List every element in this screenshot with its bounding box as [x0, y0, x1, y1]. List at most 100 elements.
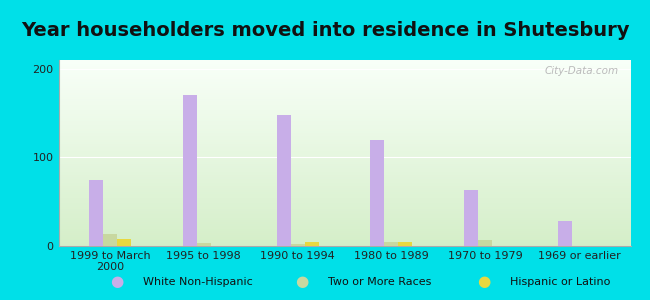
Bar: [58, 68, 630, 69]
Bar: [183, 95, 197, 246]
Bar: [58, 177, 630, 179]
Bar: [58, 166, 630, 168]
Bar: [58, 97, 630, 99]
Bar: [58, 77, 630, 79]
Bar: [58, 103, 630, 105]
Bar: [58, 231, 630, 233]
Bar: [58, 88, 630, 90]
Text: Hispanic or Latino: Hispanic or Latino: [510, 277, 610, 287]
Bar: [58, 153, 630, 155]
Bar: [58, 80, 630, 82]
Bar: [558, 221, 572, 246]
Bar: [58, 237, 630, 239]
Bar: [58, 224, 630, 226]
Bar: [58, 82, 630, 84]
Bar: [291, 244, 305, 246]
Bar: [58, 129, 630, 131]
Bar: [58, 73, 630, 75]
Bar: [58, 168, 630, 170]
Bar: [58, 142, 630, 144]
Bar: [58, 75, 630, 77]
Bar: [89, 180, 103, 246]
Bar: [464, 190, 478, 246]
Bar: [58, 71, 630, 73]
Bar: [58, 64, 630, 66]
Bar: [58, 194, 630, 196]
Bar: [58, 94, 630, 95]
Bar: [58, 190, 630, 192]
Bar: [58, 86, 630, 88]
Bar: [58, 207, 630, 209]
Bar: [58, 226, 630, 227]
Bar: [58, 127, 630, 129]
Bar: [58, 131, 630, 133]
Bar: [58, 205, 630, 207]
Bar: [58, 220, 630, 222]
Bar: [58, 184, 630, 187]
Bar: [58, 108, 630, 110]
Bar: [58, 118, 630, 119]
Bar: [58, 133, 630, 134]
Bar: [58, 95, 630, 97]
Bar: [58, 60, 630, 62]
Bar: [58, 138, 630, 140]
Bar: [58, 203, 630, 205]
Bar: [58, 155, 630, 157]
Bar: [58, 69, 630, 71]
Bar: [58, 146, 630, 147]
Bar: [103, 235, 117, 246]
Text: ●: ●: [296, 274, 309, 290]
Bar: [58, 149, 630, 151]
Bar: [384, 242, 398, 246]
Bar: [58, 147, 630, 149]
Bar: [58, 188, 630, 190]
Bar: [58, 144, 630, 146]
Bar: [58, 114, 630, 116]
Bar: [58, 242, 630, 244]
Bar: [58, 106, 630, 108]
Bar: [58, 136, 630, 138]
Bar: [58, 233, 630, 235]
Text: Two or More Races: Two or More Races: [328, 277, 432, 287]
Bar: [58, 238, 630, 240]
Bar: [58, 84, 630, 86]
Bar: [197, 243, 211, 246]
Bar: [58, 62, 630, 64]
Bar: [58, 157, 630, 159]
Text: Year householders moved into residence in Shutesbury: Year householders moved into residence i…: [21, 21, 629, 40]
Bar: [58, 173, 630, 175]
Bar: [370, 140, 384, 246]
Bar: [58, 79, 630, 80]
Bar: [58, 134, 630, 136]
Bar: [58, 196, 630, 198]
Bar: [58, 162, 630, 164]
Text: White Non-Hispanic: White Non-Hispanic: [143, 277, 253, 287]
Bar: [58, 181, 630, 183]
Bar: [58, 122, 630, 123]
Bar: [58, 198, 630, 200]
Bar: [58, 240, 630, 242]
Bar: [58, 123, 630, 125]
Bar: [58, 211, 630, 212]
Bar: [58, 201, 630, 203]
Text: ●: ●: [478, 274, 491, 290]
Bar: [58, 101, 630, 103]
Bar: [58, 112, 630, 114]
Bar: [58, 140, 630, 142]
Bar: [58, 164, 630, 166]
Bar: [117, 239, 131, 246]
Bar: [58, 99, 630, 101]
Bar: [58, 227, 630, 229]
Bar: [58, 229, 630, 231]
Bar: [58, 105, 630, 106]
Bar: [478, 240, 492, 246]
Bar: [58, 218, 630, 220]
Text: ●: ●: [111, 274, 124, 290]
Bar: [276, 115, 291, 246]
Bar: [58, 187, 630, 188]
Bar: [58, 151, 630, 153]
Bar: [58, 110, 630, 112]
Bar: [58, 159, 630, 161]
Bar: [58, 92, 630, 94]
Bar: [58, 209, 630, 211]
